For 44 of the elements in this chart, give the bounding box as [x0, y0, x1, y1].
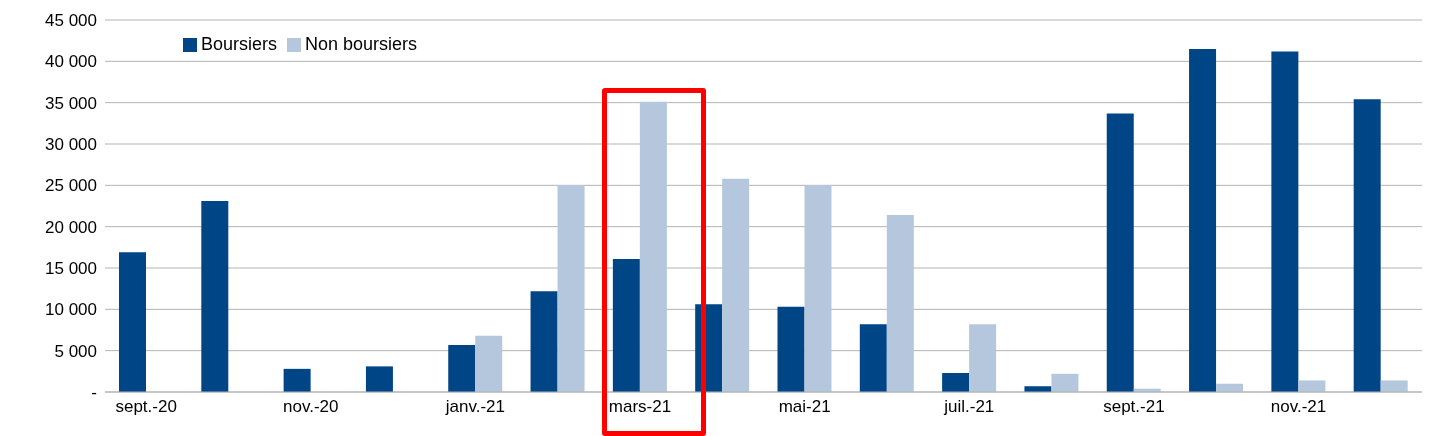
y-tick-label: 10 000	[45, 300, 97, 320]
y-tick-label: 5 000	[54, 341, 97, 361]
bar	[475, 335, 503, 392]
bar	[365, 366, 393, 392]
bar	[201, 201, 229, 392]
bar	[448, 344, 476, 392]
y-tick-label: -	[91, 383, 97, 403]
bar	[1106, 113, 1134, 392]
bar	[283, 368, 311, 392]
y-tick-label: 15 000	[45, 259, 97, 279]
y-tick-label: 20 000	[45, 217, 97, 237]
bar	[557, 185, 585, 392]
bar	[942, 372, 970, 392]
y-tick-label: 40 000	[45, 52, 97, 72]
y-tick-label: 35 000	[45, 93, 97, 113]
x-tick-label: juil.-21	[943, 397, 995, 417]
x-tick-label: sept.-21	[1103, 397, 1165, 417]
y-tick-label: 45 000	[45, 11, 97, 31]
bar	[1189, 48, 1217, 392]
bar	[639, 101, 667, 392]
y-tick-label: 30 000	[45, 135, 97, 155]
bar	[804, 185, 832, 392]
bar	[886, 215, 914, 392]
bar	[1298, 380, 1326, 392]
x-tick-label: nov.-20	[283, 397, 339, 417]
bar	[530, 291, 558, 392]
bar	[859, 324, 887, 392]
bar	[1353, 99, 1381, 392]
bar	[612, 258, 640, 392]
bar	[1271, 51, 1299, 392]
bar	[1380, 380, 1408, 392]
x-tick-label: mai-21	[778, 397, 831, 417]
bar	[118, 252, 146, 392]
legend-label: Non boursiers	[305, 34, 418, 54]
x-tick-label: janv.-21	[444, 397, 506, 417]
bar	[777, 306, 805, 392]
x-tick-label: nov.-21	[1270, 397, 1327, 417]
x-tick-label: sept.-20	[115, 397, 177, 417]
bar	[969, 324, 997, 392]
y-tick-label: 25 000	[45, 176, 97, 196]
bar	[722, 178, 750, 392]
x-tick-label: mars-21	[608, 397, 672, 417]
bar	[1051, 373, 1079, 392]
legend-label: Boursiers	[201, 34, 278, 54]
